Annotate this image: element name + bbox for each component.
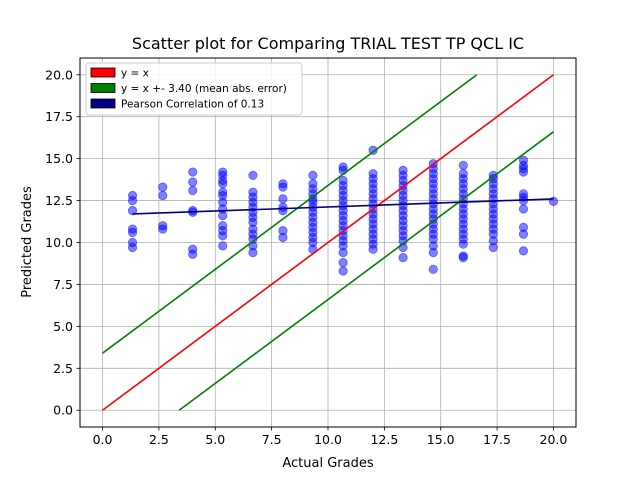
data-point bbox=[158, 190, 168, 201]
pearson-fit-line bbox=[132, 198, 554, 215]
data-point bbox=[188, 167, 198, 177]
data-point bbox=[518, 229, 529, 239]
legend-swatch bbox=[90, 98, 116, 109]
data-point bbox=[218, 231, 228, 241]
data-point bbox=[338, 266, 348, 276]
plot-area bbox=[102, 74, 559, 411]
legend-entry-pearson: Pearson Correlation of 0.13 bbox=[121, 99, 264, 111]
x-axis-label: Actual Grades bbox=[282, 456, 373, 471]
x-tick-label: 0.0 bbox=[93, 432, 113, 447]
data-point bbox=[158, 224, 168, 234]
legend-entry-error: y = x +- 3.40 (mean abs. error) bbox=[121, 83, 287, 95]
data-point bbox=[368, 244, 378, 254]
y-tick-label: 7.5 bbox=[53, 277, 73, 292]
legend-swatch bbox=[90, 83, 116, 93]
data-point bbox=[458, 160, 468, 170]
data-point bbox=[488, 242, 498, 253]
data-point bbox=[278, 194, 288, 204]
data-point bbox=[127, 206, 138, 216]
data-point bbox=[398, 252, 408, 263]
data-point bbox=[518, 204, 529, 214]
x-tick-label: 10.0 bbox=[314, 432, 342, 447]
data-point bbox=[368, 145, 378, 155]
data-point bbox=[127, 242, 138, 253]
data-point bbox=[518, 246, 529, 256]
legend-entry-identity: y = x bbox=[121, 68, 149, 80]
data-point bbox=[248, 247, 258, 258]
data-point bbox=[338, 258, 348, 268]
x-tick-label: 15.0 bbox=[427, 432, 455, 447]
y-tick-label: 17.5 bbox=[45, 109, 73, 124]
data-point bbox=[428, 264, 438, 274]
x-tick-label: 20.0 bbox=[540, 432, 568, 447]
data-point bbox=[127, 227, 138, 238]
y-axis-label: Predicted Grades bbox=[20, 186, 35, 298]
data-point bbox=[278, 232, 288, 243]
x-tick-label: 7.5 bbox=[262, 432, 282, 447]
data-point bbox=[308, 170, 318, 181]
data-point bbox=[218, 179, 228, 189]
legend: y = x y = x +- 3.40 (mean abs. error) Pear… bbox=[85, 62, 303, 116]
x-tick-label: 12.5 bbox=[370, 432, 398, 447]
y-tick-label: 0.0 bbox=[53, 403, 73, 418]
data-point bbox=[248, 170, 258, 181]
y-tick-label: 5.0 bbox=[53, 319, 73, 334]
data-point bbox=[218, 211, 228, 221]
ticks: 0.0 2.5 5.0 7.5 10.0 12.5 15.0 17.5 20.0 0.0 2.5 5.… bbox=[45, 67, 567, 447]
x-tick-label: 5.0 bbox=[205, 432, 225, 447]
data-point bbox=[458, 239, 468, 249]
x-tick-label: 2.5 bbox=[149, 432, 169, 447]
chart-title: Scatter plot for Comparing TRIAL TEST TP… bbox=[132, 34, 524, 53]
data-point bbox=[338, 247, 348, 258]
data-point bbox=[278, 182, 288, 192]
data-point bbox=[127, 195, 138, 206]
y-tick-label: 12.5 bbox=[45, 193, 73, 208]
identity-line bbox=[102, 74, 554, 411]
data-point bbox=[218, 241, 228, 251]
upper-error-line bbox=[102, 74, 478, 354]
data-point bbox=[458, 252, 468, 263]
data-point bbox=[188, 249, 198, 259]
y-tick-label: 10.0 bbox=[45, 235, 73, 250]
data-point bbox=[158, 182, 168, 192]
lower-error-line bbox=[178, 131, 554, 411]
y-tick-label: 20.0 bbox=[45, 67, 73, 82]
x-tick-label: 17.5 bbox=[483, 432, 511, 447]
y-tick-label: 15.0 bbox=[45, 151, 73, 166]
data-point bbox=[428, 247, 438, 258]
legend-swatch bbox=[90, 67, 116, 78]
y-tick-label: 2.5 bbox=[53, 361, 73, 376]
data-point bbox=[188, 177, 198, 187]
data-point bbox=[518, 167, 529, 177]
data-point bbox=[188, 185, 198, 196]
legend-box bbox=[85, 62, 303, 116]
